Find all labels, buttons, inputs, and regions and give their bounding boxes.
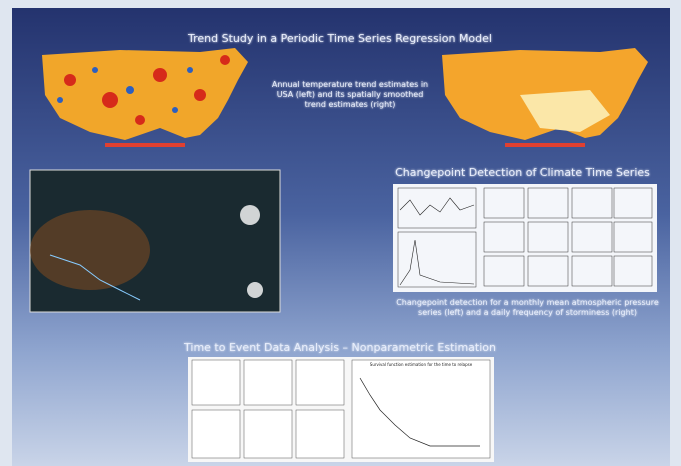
legend-bar (105, 143, 185, 147)
plot-line (399, 239, 475, 286)
nebula (30, 210, 150, 290)
plot-frames (397, 187, 653, 288)
caption: Changepoint detection for a monthly mean… (396, 298, 659, 317)
section-title: Time to Event Data Analysis – Nonparamet… (184, 341, 496, 354)
map-left-spots-blue (57, 67, 193, 113)
star (240, 205, 260, 225)
plot-line (399, 197, 475, 216)
map-right-region (520, 90, 610, 132)
plot-line (359, 377, 480, 447)
plot-frames (191, 359, 491, 459)
poster-title: Trend Study in a Periodic Time Series Re… (188, 32, 492, 45)
map-left-spots (64, 55, 230, 125)
plot-title: Survival function estimation for the tim… (369, 362, 473, 367)
plot-panel (393, 184, 657, 292)
image-line (49, 254, 141, 301)
legend-bar (505, 143, 585, 147)
section-title: Changepoint Detection of Climate Time Se… (395, 166, 650, 179)
map-left (42, 48, 248, 140)
caption: Annual temperature trend estimates in US… (271, 80, 429, 109)
star (247, 282, 263, 298)
